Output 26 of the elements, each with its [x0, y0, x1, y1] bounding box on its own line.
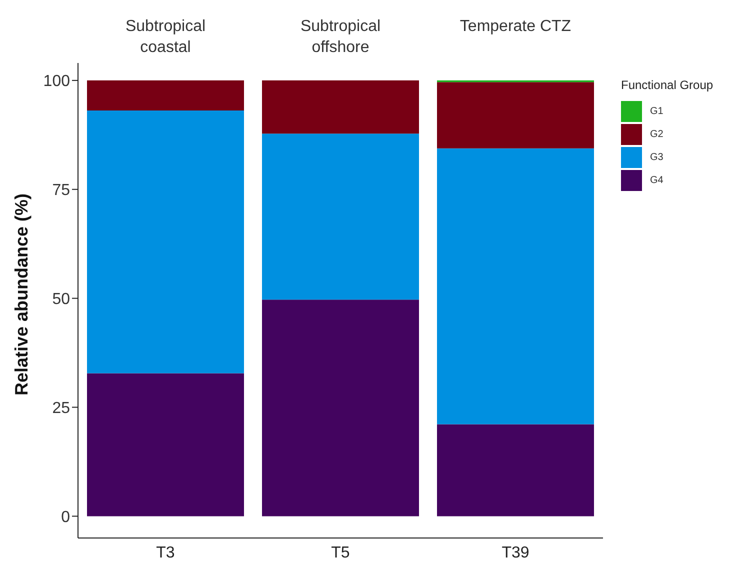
x-tick-label: T39 [502, 544, 530, 562]
x-tick-label: T3 [156, 544, 175, 562]
y-tick-label: 50 [52, 291, 70, 308]
bar [437, 82, 594, 148]
bar [87, 80, 244, 110]
legend-label: G4 [650, 175, 664, 186]
bar [87, 110, 244, 374]
y-axis-title: Relative abundance (%) [11, 193, 32, 396]
legend-label: G1 [650, 106, 664, 117]
bar [437, 148, 594, 424]
bar [262, 134, 419, 300]
y-tick-label: 100 [43, 73, 70, 90]
x-tick-label: T5 [331, 544, 350, 562]
legend-label: G3 [650, 152, 664, 163]
legend-title: Functional Group [621, 78, 714, 92]
text: Temperate CTZ [458, 17, 572, 37]
y-tick-label: 75 [52, 182, 70, 200]
y-tick-label: 0 [61, 508, 70, 526]
text: Subtropical offshore [299, 17, 382, 58]
y-tick-label: 25 [52, 400, 70, 417]
legend-label: G2 [650, 129, 664, 140]
bar [262, 300, 419, 516]
bar [437, 424, 594, 516]
text: Subtropical coastal [124, 17, 207, 58]
bar [262, 80, 419, 134]
bar [87, 373, 244, 516]
